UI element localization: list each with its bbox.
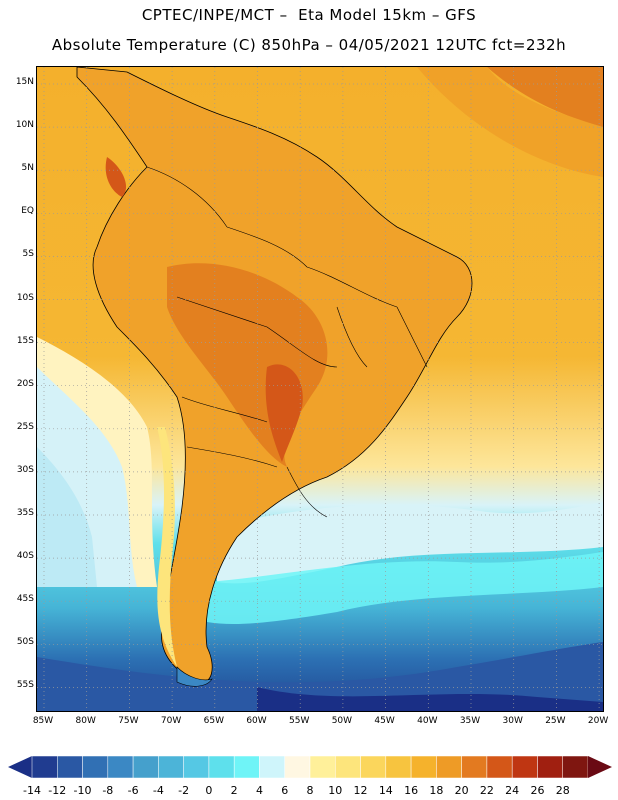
lat-label-35S: 35S bbox=[16, 508, 34, 518]
legend-label: 24 bbox=[505, 784, 520, 797]
legend-swatch bbox=[208, 755, 235, 779]
lat-label-5S: 5S bbox=[22, 249, 34, 260]
map-canvas bbox=[37, 67, 603, 711]
lat-label-40S: 40S bbox=[16, 551, 34, 562]
lon-label-85W: 85W bbox=[32, 716, 54, 726]
lat-label-50S: 50S bbox=[16, 637, 34, 648]
warm-north-patch bbox=[487, 67, 603, 127]
lon-label-50W: 50W bbox=[331, 716, 353, 726]
legend-swatch bbox=[107, 755, 134, 779]
legend-swatch bbox=[436, 755, 462, 779]
lon-label-45W: 45W bbox=[374, 716, 395, 726]
lat-label-20S: 20S bbox=[16, 378, 34, 389]
lat-label-EQ: EQ bbox=[21, 206, 34, 217]
lon-label-70W: 70W bbox=[160, 716, 182, 726]
legend-label: 8 bbox=[306, 784, 314, 797]
lon-label-75W: 75W bbox=[118, 716, 139, 726]
legend-label: 4 bbox=[255, 784, 263, 797]
legend-swatch bbox=[309, 755, 336, 779]
legend-swatch bbox=[511, 755, 538, 779]
legend-label: -12 bbox=[48, 784, 67, 797]
lon-label-55W: 55W bbox=[289, 716, 310, 726]
legend-label: -8 bbox=[102, 784, 114, 797]
legend-label: 28 bbox=[555, 784, 570, 797]
legend-label: 2 bbox=[230, 784, 238, 797]
lat-label-30S: 30S bbox=[16, 464, 34, 475]
legend-label: 16 bbox=[404, 784, 419, 797]
lon-label-20W: 20W bbox=[587, 716, 609, 726]
legend-high-arrow bbox=[588, 756, 612, 778]
lon-label-60W: 60W bbox=[246, 716, 267, 726]
legend-swatch bbox=[360, 755, 387, 779]
legend-label: 10 bbox=[328, 784, 343, 797]
legend-swatch bbox=[537, 755, 563, 779]
legend-swatch bbox=[259, 755, 285, 779]
legend-swatch bbox=[57, 755, 83, 779]
lat-label-25S: 25S bbox=[16, 421, 34, 432]
legend-swatch bbox=[335, 755, 361, 779]
legend-label: -4 bbox=[152, 784, 164, 797]
lon-label-35W: 35W bbox=[459, 716, 481, 726]
map-title-line1: CPTEC/INPE/MCT – Eta Model 15km – GFS bbox=[141, 6, 477, 24]
lat-label-45S: 45S bbox=[16, 594, 34, 605]
lon-label-65W: 65W bbox=[203, 716, 224, 726]
legend-label: 14 bbox=[378, 784, 393, 797]
legend-label: -6 bbox=[127, 784, 139, 797]
lat-label-5N: 5N bbox=[21, 163, 34, 174]
legend-label: 26 bbox=[530, 784, 545, 797]
legend-swatch bbox=[158, 755, 184, 779]
lat-label-10S: 10S bbox=[16, 292, 34, 303]
legend-swatch bbox=[284, 755, 311, 779]
legend-swatch bbox=[562, 755, 589, 779]
legend-label: 12 bbox=[353, 784, 368, 797]
legend-swatch bbox=[461, 755, 488, 779]
lon-label-25W: 25W bbox=[545, 716, 566, 726]
lat-lon-grid bbox=[37, 67, 603, 711]
legend-swatch bbox=[233, 755, 260, 779]
legend-swatch bbox=[410, 755, 437, 779]
legend-label: 0 bbox=[205, 784, 213, 797]
temperature-map[interactable] bbox=[36, 66, 604, 712]
legend-label: 22 bbox=[479, 784, 494, 797]
lon-label-80W: 80W bbox=[75, 716, 96, 726]
legend-label: 18 bbox=[429, 784, 444, 797]
legend-swatch bbox=[132, 755, 159, 779]
lat-label-15S: 15S bbox=[16, 335, 34, 346]
legend-label: -10 bbox=[73, 784, 92, 797]
lon-label-30W: 30W bbox=[502, 716, 523, 726]
legend-swatch bbox=[486, 755, 513, 779]
lat-label-10N: 10N bbox=[15, 120, 34, 131]
legend-label: 6 bbox=[281, 784, 289, 797]
legend-swatch bbox=[385, 755, 412, 779]
legend-label: -14 bbox=[23, 784, 41, 797]
country-borders bbox=[146, 166, 428, 518]
legend-swatch bbox=[82, 755, 109, 779]
lon-label-40W: 40W bbox=[417, 716, 438, 726]
color-legend bbox=[8, 755, 612, 779]
legend-low-arrow bbox=[8, 756, 32, 778]
legend-swatch bbox=[31, 755, 58, 779]
legend-swatch bbox=[183, 755, 210, 779]
lat-label-15N: 15N bbox=[15, 77, 34, 87]
legend-label: 20 bbox=[454, 784, 469, 797]
legend-label: -2 bbox=[178, 784, 190, 797]
lat-label-55S: 55S bbox=[16, 680, 34, 691]
map-title-line2: Absolute Temperature (C) 850hPa – 04/05/… bbox=[51, 36, 567, 54]
